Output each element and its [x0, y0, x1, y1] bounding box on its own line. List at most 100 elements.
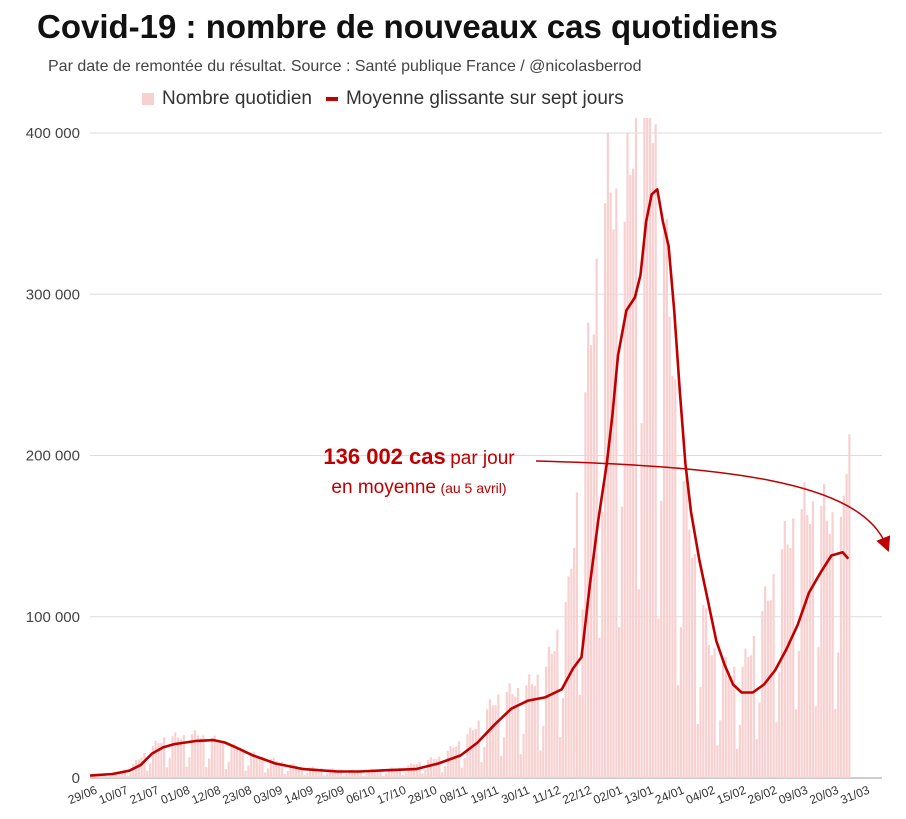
daily-bar	[421, 773, 424, 778]
daily-bar	[376, 770, 379, 778]
x-tick-label: 20/03	[807, 783, 840, 807]
daily-bar	[269, 758, 272, 778]
daily-bar	[396, 768, 399, 778]
daily-bar	[733, 666, 736, 778]
daily-bar	[511, 693, 514, 778]
daily-bar	[370, 768, 374, 778]
daily-bar	[275, 760, 278, 778]
daily-bar	[716, 745, 719, 778]
x-tick-label: 01/08	[159, 783, 192, 807]
daily-bar	[404, 772, 407, 778]
daily-bar	[752, 635, 756, 778]
daily-bar	[575, 492, 579, 778]
daily-bar	[309, 767, 312, 778]
daily-bar	[741, 666, 744, 778]
daily-bar	[199, 738, 202, 778]
x-tick-label: 11/12	[530, 783, 563, 807]
daily-bar	[772, 574, 775, 778]
daily-bar	[738, 724, 741, 778]
daily-bar	[643, 118, 646, 778]
x-tick-label: 02/01	[591, 783, 624, 807]
daily-bar	[668, 316, 671, 778]
daily-bar	[508, 683, 511, 778]
chart-subtitle: Par date de remontée du résultat. Source…	[48, 58, 642, 75]
daily-bar	[761, 611, 764, 778]
daily-bar	[407, 765, 410, 778]
daily-bar	[587, 322, 590, 778]
y-tick-label: 400 000	[26, 125, 80, 142]
daily-bar	[679, 627, 682, 778]
daily-bar	[702, 604, 705, 778]
daily-bar	[129, 772, 132, 778]
daily-bar	[516, 688, 520, 778]
daily-bar	[528, 674, 531, 778]
daily-bar	[348, 770, 351, 778]
daily-bar	[238, 750, 242, 778]
daily-bar	[179, 739, 183, 778]
daily-bar	[185, 766, 188, 778]
daily-bar	[202, 735, 205, 778]
daily-bar	[755, 738, 758, 778]
daily-bar	[216, 741, 219, 778]
y-tick-label: 0	[72, 770, 80, 787]
daily-bar	[356, 771, 360, 778]
daily-bar	[146, 770, 149, 778]
daily-bar	[477, 720, 480, 778]
x-tick-label: 21/07	[128, 783, 161, 807]
daily-bar	[112, 772, 115, 778]
daily-bar	[539, 750, 542, 778]
daily-bar	[831, 512, 834, 778]
daily-bar	[629, 174, 632, 779]
daily-bar	[750, 655, 753, 778]
daily-bar	[415, 764, 418, 778]
daily-bar	[272, 757, 275, 778]
daily-bar	[424, 769, 427, 778]
daily-bar	[331, 768, 334, 778]
daily-bar	[191, 734, 194, 778]
daily-bar	[559, 736, 562, 778]
daily-bar	[660, 500, 663, 778]
daily-bar	[359, 770, 362, 778]
daily-bar	[553, 651, 556, 778]
daily-bar	[724, 657, 727, 778]
annotation-arrow	[535, 460, 891, 552]
daily-bar	[106, 776, 110, 778]
daily-bar	[648, 118, 652, 778]
daily-bar	[457, 741, 461, 778]
daily-bar	[789, 548, 792, 778]
daily-bar	[766, 600, 770, 778]
daily-bar	[297, 767, 301, 778]
daily-bar	[387, 768, 390, 778]
daily-bar	[283, 773, 286, 778]
daily-bar	[620, 506, 624, 778]
daily-bar	[236, 748, 239, 778]
daily-bar	[418, 762, 421, 778]
daily-bar	[488, 699, 492, 778]
daily-bar	[618, 627, 621, 778]
daily-bar	[682, 481, 685, 778]
daily-bar	[674, 379, 677, 778]
daily-bar	[589, 345, 593, 778]
daily-bar	[825, 520, 829, 778]
y-tick-label: 100 000	[26, 609, 80, 626]
daily-bar	[227, 761, 230, 778]
daily-bar	[295, 765, 298, 778]
daily-bar	[839, 516, 843, 778]
daily-bar	[410, 763, 413, 778]
daily-bar	[368, 769, 371, 778]
daily-bar	[632, 168, 635, 779]
daily-bar	[123, 769, 126, 778]
daily-bar	[623, 221, 626, 778]
daily-bar	[311, 766, 315, 778]
daily-bar	[713, 648, 716, 778]
daily-bar	[834, 709, 837, 778]
x-tick-label: 22/12	[560, 783, 593, 807]
daily-bar	[339, 769, 343, 778]
daily-bar	[317, 768, 320, 778]
daily-bar	[247, 765, 250, 778]
daily-bar	[536, 674, 539, 778]
x-tick-label: 26/02	[746, 783, 779, 807]
daily-bar	[261, 756, 264, 778]
daily-bar	[140, 757, 143, 778]
